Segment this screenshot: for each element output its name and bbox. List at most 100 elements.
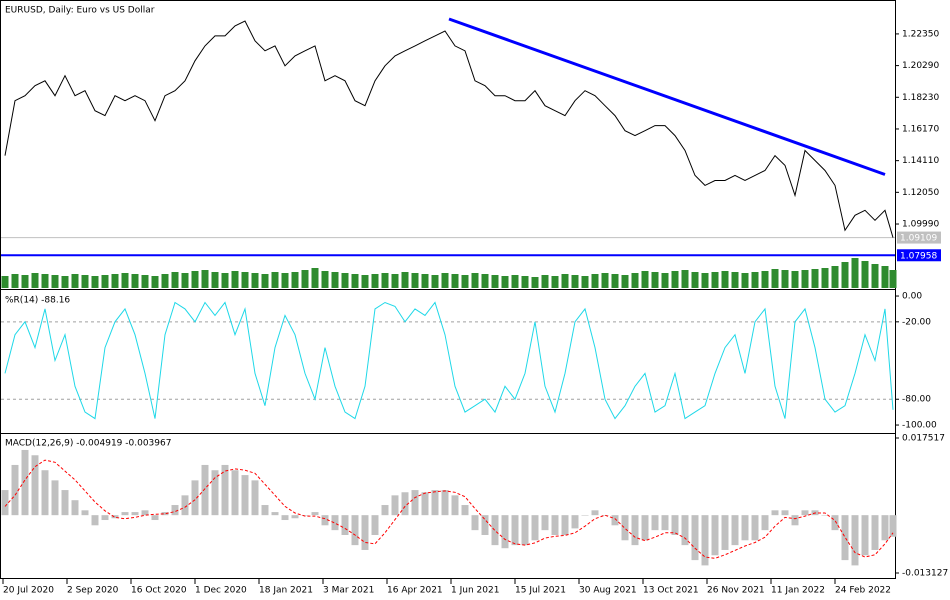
bar (561, 274, 569, 288)
price-label-box (897, 249, 941, 262)
y-tick-label: 1.20290 (902, 61, 939, 71)
bar (61, 490, 69, 516)
x-tick-label: 30 Aug 2021 (579, 586, 637, 596)
bar (711, 272, 719, 288)
x-tick-label: 2 Sep 2020 (67, 586, 119, 596)
panel-title: MACD(12,26,9) -0.004919 -0.003967 (5, 439, 171, 449)
bar (361, 275, 369, 288)
bar (431, 275, 439, 288)
bar (371, 274, 379, 288)
bar (831, 266, 839, 288)
bar (251, 480, 259, 516)
bar (301, 270, 309, 288)
bar (671, 515, 679, 535)
bar (291, 515, 299, 519)
bar (751, 515, 759, 541)
bar (241, 475, 249, 516)
bar (861, 515, 869, 556)
bar (791, 515, 799, 526)
bar (341, 273, 349, 288)
bar (561, 515, 569, 535)
x-tick-label: 15 Jul 2021 (515, 586, 566, 596)
bar (581, 515, 589, 516)
x-tick-label: 1 Jun 2021 (451, 586, 499, 596)
bar (621, 515, 629, 541)
bar (311, 512, 319, 516)
bar (741, 273, 749, 288)
bar (601, 515, 609, 516)
bar (101, 515, 109, 521)
bar (31, 273, 39, 288)
bar (141, 510, 149, 516)
bar (841, 262, 849, 288)
bar (861, 261, 869, 288)
bar (551, 515, 559, 535)
bar (701, 515, 709, 566)
bar (221, 464, 229, 516)
bar (771, 269, 779, 288)
bar (831, 515, 839, 531)
bar (131, 512, 139, 516)
bar (121, 512, 129, 516)
x-tick-label: 3 Mar 2021 (323, 586, 374, 596)
bar (691, 515, 699, 561)
bar (781, 270, 789, 288)
bar (851, 515, 859, 566)
bar (151, 276, 159, 288)
bar (321, 271, 329, 288)
bar (171, 505, 179, 516)
x-tick-label: 24 Feb 2022 (835, 586, 891, 596)
bar (121, 273, 129, 288)
bar (761, 515, 769, 531)
series-line (4, 20, 894, 238)
bar (881, 266, 889, 288)
bar (701, 273, 709, 288)
bar (889, 270, 897, 288)
bar (401, 492, 409, 516)
bar (711, 515, 719, 556)
bar (281, 273, 289, 288)
bar (751, 272, 759, 288)
bar (651, 272, 659, 288)
bar (211, 272, 219, 288)
bar (91, 276, 99, 288)
x-tick-label: 26 Nov 2021 (707, 586, 765, 596)
bar (681, 270, 689, 288)
bar (11, 464, 19, 516)
bar (201, 270, 209, 288)
bar (531, 277, 539, 288)
bar (211, 470, 219, 516)
bar (131, 274, 139, 288)
bar (421, 492, 429, 516)
bar (191, 480, 199, 516)
bar (631, 515, 639, 546)
series-line (4, 301, 894, 420)
bar (721, 515, 729, 550)
bar (501, 276, 509, 288)
bar (111, 515, 119, 519)
bar (881, 515, 889, 541)
y-tick-label: 1.16170 (902, 124, 939, 134)
bar (21, 275, 29, 288)
bar (821, 515, 829, 516)
bar (621, 275, 629, 288)
bar (661, 273, 669, 288)
bar (541, 275, 549, 288)
bar (551, 276, 559, 288)
bar (651, 515, 659, 531)
bar (451, 274, 459, 288)
x-tick-label: 13 Oct 2021 (643, 586, 699, 596)
price-label-box (897, 231, 941, 244)
series-line (4, 459, 894, 559)
bar (401, 272, 409, 288)
y-tick-label: -0.013127 (902, 568, 948, 578)
y-tick-label: 0.00 (902, 292, 922, 302)
bar (521, 515, 529, 546)
bar (61, 276, 69, 288)
bar (91, 515, 99, 526)
x-tick-label: 16 Oct 2020 (131, 586, 187, 596)
bar (241, 272, 249, 288)
bar (721, 271, 729, 288)
bar (201, 464, 209, 516)
